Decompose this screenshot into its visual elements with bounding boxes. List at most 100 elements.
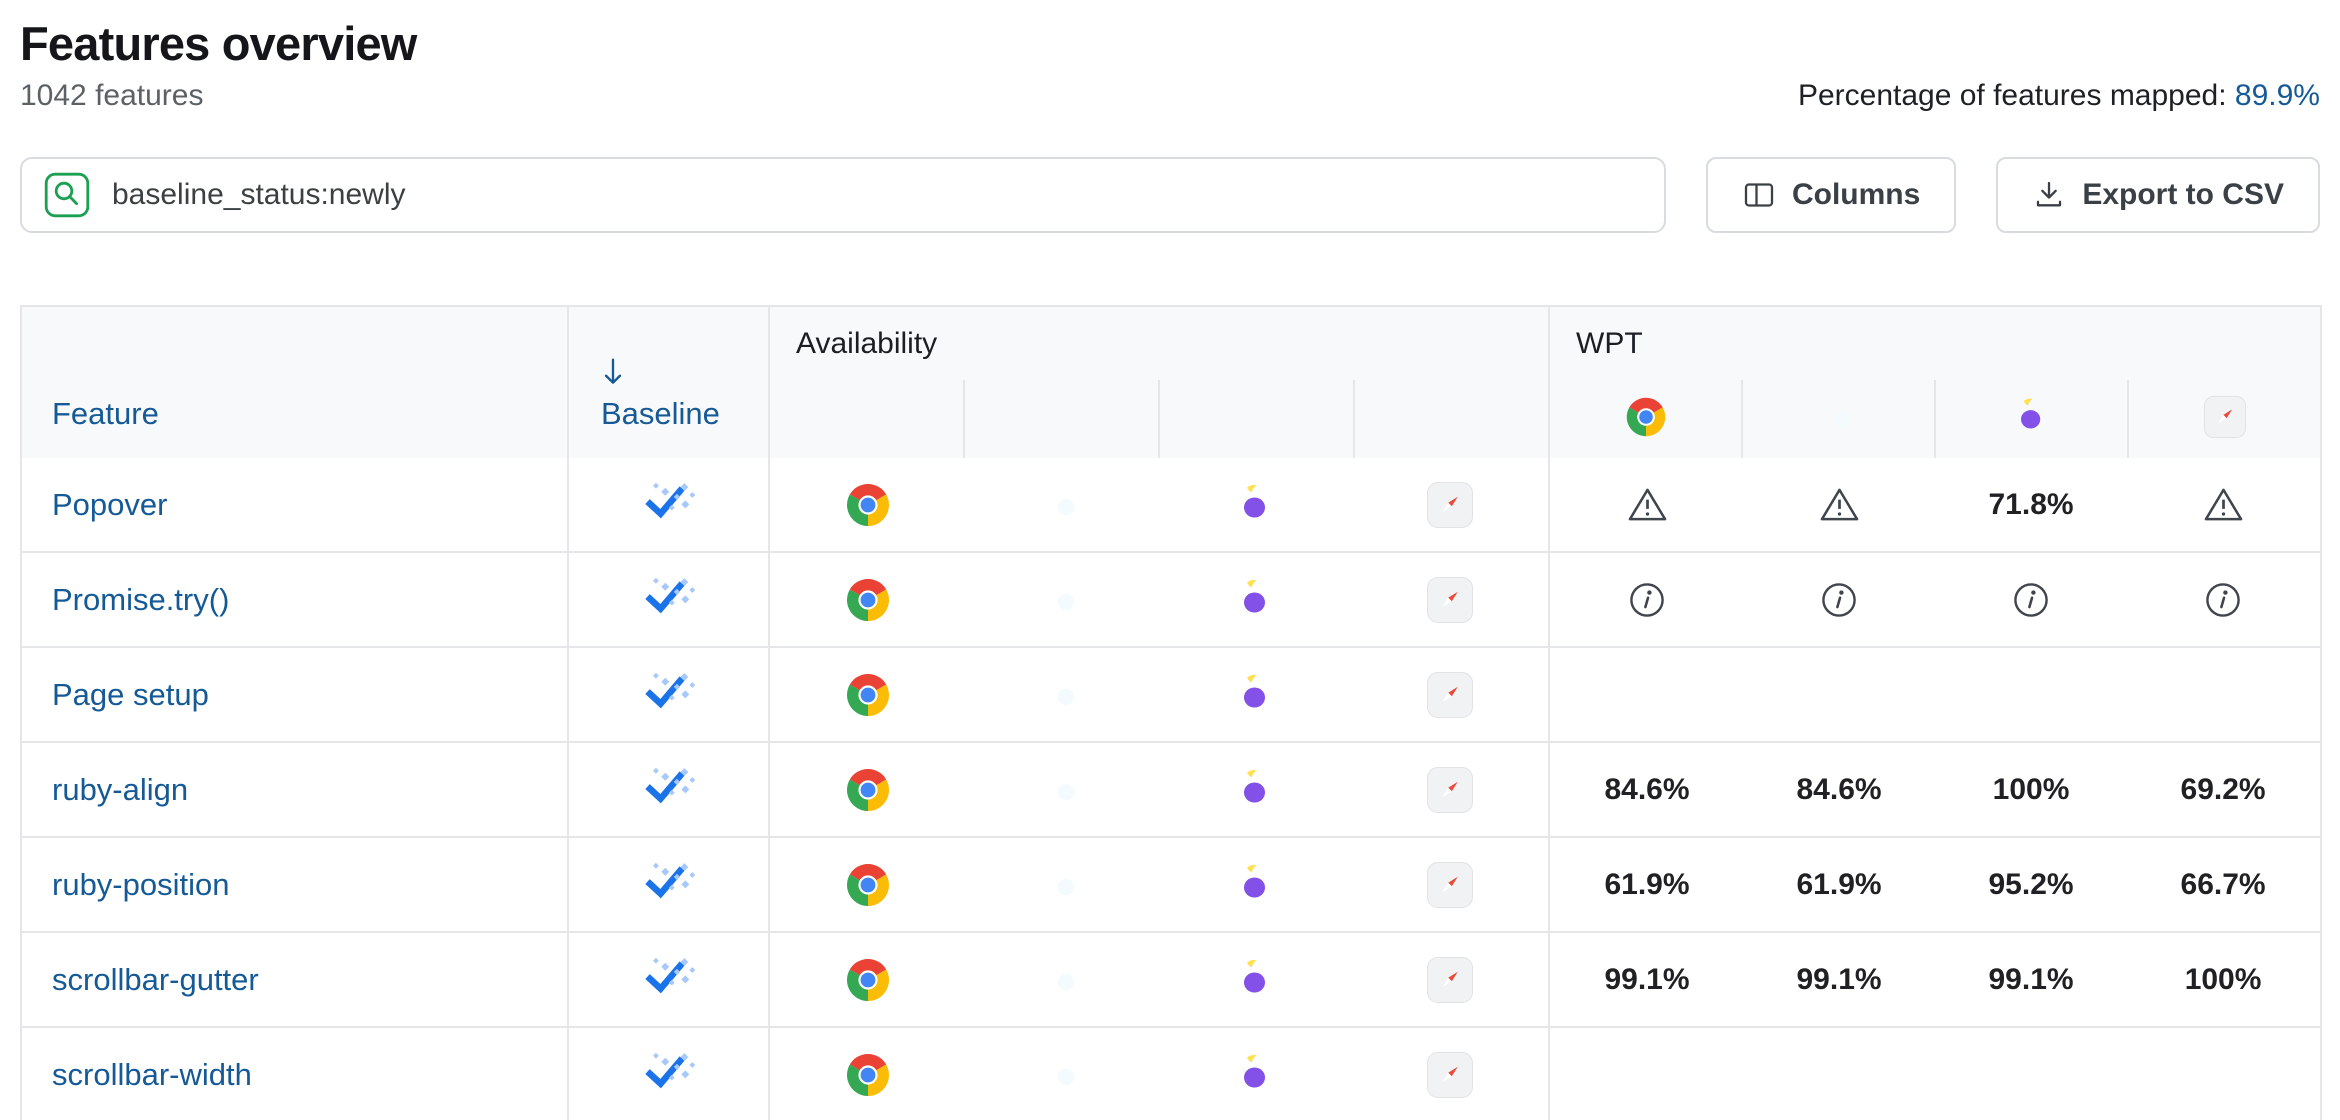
baseline-cell: [568, 837, 770, 933]
baseline-newly-icon: [641, 1049, 697, 1096]
wpt-score: 61.9%: [1796, 867, 1882, 901]
wpt-score: 66.7%: [2180, 867, 2266, 901]
wpt-cell: [1547, 552, 2322, 648]
availability-cell: [769, 837, 1549, 933]
availability-cell: [769, 552, 1549, 648]
feature-link[interactable]: Popover: [52, 486, 168, 522]
firefox-icon: [2010, 395, 2054, 439]
feature-cell: Popover: [21, 458, 569, 553]
feature-cell: scrollbar-gutter: [21, 932, 569, 1028]
chrome-icon: [844, 481, 892, 529]
wpt-column-header-firefox: [1934, 380, 2128, 458]
page-title: Features overview: [20, 17, 417, 70]
warning-icon[interactable]: [2203, 486, 2244, 523]
baseline-column-label: Baseline: [601, 396, 720, 431]
info-icon[interactable]: [1627, 580, 1667, 620]
page-subheader: 1042 features Percentage of features map…: [20, 79, 2320, 113]
info-icon[interactable]: [1819, 580, 1859, 620]
availability-group-label: Availability: [796, 327, 938, 360]
table-header-sub-row: [21, 380, 2322, 458]
safari-icon: [1426, 481, 1474, 529]
features-table-body: Popover 71.8% Promise.try() Page setup ruby-…: [21, 458, 2322, 1120]
wpt-score: 99.1%: [1604, 962, 1690, 996]
export-csv-button[interactable]: Export to CSV: [1996, 157, 2320, 233]
firefox-icon: [1232, 671, 1280, 719]
info-icon[interactable]: [2011, 580, 2051, 620]
edge-icon: [1038, 576, 1086, 624]
chrome-icon: [844, 956, 892, 1004]
feature-link[interactable]: ruby-align: [52, 771, 189, 807]
feature-column-label: Feature: [52, 396, 159, 431]
safari-icon: [1426, 956, 1474, 1004]
table-row: ruby-position 61.9% 61.9% 95.2% 66.7%: [21, 837, 2322, 933]
wpt-score: 69.2%: [2180, 772, 2266, 806]
baseline-newly-icon: [641, 859, 697, 906]
wpt-cell: 84.6% 84.6% 100% 69.2%: [1547, 742, 2322, 838]
feature-cell: Page setup: [21, 647, 569, 743]
baseline-cell: [568, 742, 770, 838]
baseline-cell: [568, 932, 770, 1028]
table-row: ruby-align 84.6% 84.6% 100% 69.2%: [21, 742, 2322, 838]
feature-link[interactable]: scrollbar-width: [52, 1056, 252, 1092]
edge-icon: [1038, 1051, 1086, 1099]
columns-icon: [1742, 178, 1776, 212]
wpt-cell: [1547, 1027, 2322, 1120]
wpt-score: 99.1%: [1796, 962, 1882, 996]
chrome-icon: [1624, 395, 1668, 439]
wpt-column-header-safari: [2126, 380, 2322, 458]
availability-subcolumn-header: [769, 380, 964, 458]
availability-subcolumn-header: [963, 380, 1159, 458]
columns-button-label: Columns: [1791, 178, 1921, 211]
feature-cell: scrollbar-width: [21, 1027, 569, 1120]
firefox-icon: [1232, 1051, 1280, 1099]
search-box[interactable]: [20, 157, 1666, 233]
table-row: scrollbar-width: [21, 1027, 2322, 1120]
firefox-icon: [1232, 956, 1280, 1004]
chrome-icon: [844, 671, 892, 719]
availability-cell: [769, 742, 1549, 838]
columns-button[interactable]: Columns: [1705, 157, 1957, 233]
availability-subcolumn-header: [1353, 380, 1549, 458]
warning-icon[interactable]: [1627, 486, 1668, 523]
toolbar: Columns Export to CSV: [20, 157, 2320, 233]
safari-icon: [2203, 395, 2247, 439]
table-header-group-row: Feature Baseline Availability WPT: [21, 306, 2322, 458]
table-row: Promise.try(): [21, 552, 2322, 648]
wpt-cell: [1547, 647, 2322, 743]
firefox-icon: [1232, 861, 1280, 909]
edge-icon: [1038, 766, 1086, 814]
features-table: Feature Baseline Availability WPT: [20, 305, 2323, 1120]
feature-cell: ruby-align: [21, 742, 569, 838]
chrome-icon: [844, 576, 892, 624]
safari-icon: [1426, 1051, 1474, 1099]
column-header-feature[interactable]: Feature: [21, 306, 569, 458]
wpt-score: 71.8%: [1988, 487, 2074, 521]
warning-icon[interactable]: [1819, 486, 1860, 523]
edge-icon: [1038, 671, 1086, 719]
info-icon[interactable]: [2203, 580, 2243, 620]
feature-count: 1042 features: [20, 79, 204, 112]
feature-link[interactable]: scrollbar-gutter: [52, 961, 259, 997]
edge-icon: [1038, 861, 1086, 909]
wpt-cell: 61.9% 61.9% 95.2% 66.7%: [1547, 837, 2322, 933]
mapped-percentage: Percentage of features mapped: 89.9%: [1798, 79, 2320, 113]
column-header-baseline[interactable]: Baseline: [568, 306, 770, 458]
edge-icon: [1817, 395, 1861, 439]
mapped-percentage-link[interactable]: 89.9%: [2234, 79, 2320, 112]
wpt-cell: 71.8%: [1547, 458, 2322, 553]
feature-link[interactable]: Promise.try(): [52, 581, 230, 617]
baseline-newly-icon: [641, 574, 697, 621]
table-row: Page setup: [21, 647, 2322, 743]
feature-cell: Promise.try(): [21, 552, 569, 648]
wpt-score: 95.2%: [1988, 867, 2074, 901]
table-row: scrollbar-gutter 99.1% 99.1% 99.1% 100%: [21, 932, 2322, 1028]
baseline-cell: [568, 458, 770, 553]
search-icon: [44, 172, 90, 218]
feature-link[interactable]: Page setup: [52, 676, 209, 712]
firefox-icon: [1232, 576, 1280, 624]
baseline-newly-icon: [641, 479, 697, 526]
feature-cell: ruby-position: [21, 837, 569, 933]
search-input[interactable]: [110, 177, 1644, 213]
table-header: Feature Baseline Availability WPT: [21, 306, 2322, 458]
feature-link[interactable]: ruby-position: [52, 866, 230, 902]
